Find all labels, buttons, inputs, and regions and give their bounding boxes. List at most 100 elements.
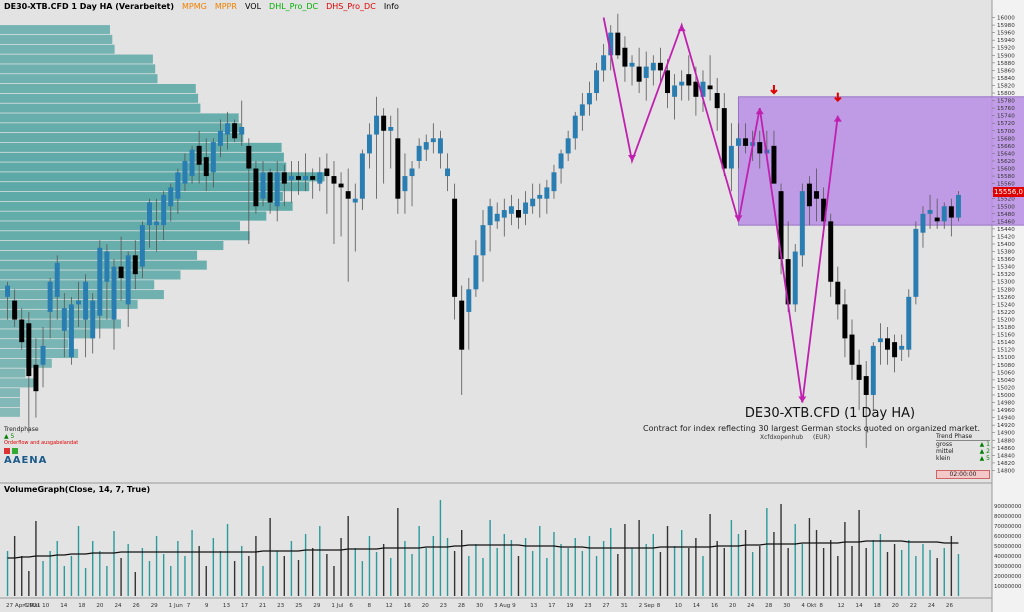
candle-body[interactable]	[920, 213, 926, 233]
candle-body[interactable]	[601, 55, 607, 71]
candle-body[interactable]	[90, 300, 96, 339]
candle-body[interactable]	[501, 210, 507, 218]
candle-body[interactable]	[132, 255, 138, 275]
candle-body[interactable]	[515, 210, 521, 218]
candle-body[interactable]	[877, 338, 883, 343]
candle-body[interactable]	[33, 364, 39, 392]
candle-body[interactable]	[537, 194, 543, 199]
indicator-label-1[interactable]: MPPR	[214, 2, 237, 11]
candle-body[interactable]	[104, 251, 110, 282]
candle-body[interactable]	[856, 364, 862, 380]
candle-body[interactable]	[5, 285, 11, 297]
candle-body[interactable]	[416, 145, 422, 161]
candle-body[interactable]	[594, 70, 600, 94]
candle-body[interactable]	[267, 172, 273, 203]
candle-body[interactable]	[317, 172, 323, 184]
candle-body[interactable]	[118, 266, 124, 278]
candle-body[interactable]	[459, 300, 465, 350]
candle-body[interactable]	[239, 127, 245, 135]
candle-body[interactable]	[374, 115, 380, 135]
candle-body[interactable]	[168, 187, 174, 207]
candle-body[interactable]	[686, 74, 692, 86]
candle-body[interactable]	[799, 191, 805, 256]
candle-body[interactable]	[885, 338, 890, 350]
candle-body[interactable]	[452, 198, 458, 297]
candle-body[interactable]	[615, 32, 621, 56]
indicator-label-4[interactable]: DHS_Pro_DC	[326, 2, 376, 11]
candle-body[interactable]	[941, 206, 947, 222]
candle-body[interactable]	[707, 85, 713, 90]
candle-body[interactable]	[679, 81, 685, 86]
indicator-label-3[interactable]: DHL_Pro_DC	[269, 2, 319, 11]
candle-body[interactable]	[530, 198, 536, 207]
candle-body[interactable]	[12, 300, 18, 320]
candle-body[interactable]	[161, 194, 167, 226]
candle-body[interactable]	[558, 153, 564, 169]
candle-body[interactable]	[778, 191, 784, 260]
candle-body[interactable]	[806, 183, 812, 207]
candle-body[interactable]	[657, 62, 663, 71]
candle-body[interactable]	[175, 172, 181, 199]
candle-body[interactable]	[196, 145, 202, 165]
candle-body[interactable]	[934, 217, 940, 222]
candle-body[interactable]	[225, 123, 231, 135]
red-square-icon[interactable]	[4, 448, 10, 454]
candle-body[interactable]	[40, 345, 46, 365]
candle-body[interactable]	[61, 308, 67, 331]
candle-body[interactable]	[835, 281, 841, 305]
candle-body[interactable]	[203, 157, 209, 177]
candle-body[interactable]	[324, 168, 330, 177]
candle-body[interactable]	[906, 296, 912, 350]
candle-body[interactable]	[296, 176, 301, 180]
candle-body[interactable]	[97, 247, 103, 316]
candle-body[interactable]	[665, 70, 670, 94]
candle-body[interactable]	[310, 176, 316, 180]
candle-body[interactable]	[643, 66, 649, 78]
candle-body[interactable]	[650, 62, 656, 71]
candle-body[interactable]	[572, 115, 578, 139]
candle-body[interactable]	[828, 221, 834, 282]
candle-body[interactable]	[19, 319, 25, 343]
candle-body[interactable]	[47, 281, 53, 312]
candle-body[interactable]	[359, 153, 365, 199]
green-square-icon[interactable]	[12, 448, 18, 454]
candle-body[interactable]	[402, 176, 408, 192]
candle-body[interactable]	[217, 130, 223, 146]
candle-body[interactable]	[586, 93, 592, 105]
candle-body[interactable]	[437, 138, 443, 154]
candle-body[interactable]	[771, 145, 777, 184]
candle-body[interactable]	[743, 138, 749, 146]
candle-body[interactable]	[260, 172, 266, 199]
candle-body[interactable]	[430, 138, 436, 143]
candle-body[interactable]	[955, 194, 961, 218]
candle-body[interactable]	[246, 145, 252, 169]
candle-body[interactable]	[345, 191, 351, 199]
candle-body[interactable]	[68, 304, 74, 358]
resistance-zone[interactable]	[737, 96, 1024, 226]
candle-body[interactable]	[494, 213, 500, 222]
candle-body[interactable]	[154, 221, 160, 226]
candle-body[interactable]	[125, 255, 131, 305]
candle-body[interactable]	[721, 108, 727, 169]
candle-body[interactable]	[672, 85, 678, 97]
candle-body[interactable]	[608, 32, 614, 56]
candle-body[interactable]	[913, 228, 919, 297]
candle-body[interactable]	[622, 47, 628, 67]
candle-body[interactable]	[423, 142, 429, 150]
candle-body[interactable]	[338, 183, 344, 188]
candle-body[interactable]	[445, 168, 451, 177]
candle-body[interactable]	[409, 168, 415, 177]
candle-body[interactable]	[189, 149, 195, 177]
candle-body[interactable]	[842, 304, 848, 339]
candle-body[interactable]	[792, 251, 798, 305]
candle-body[interactable]	[253, 168, 259, 207]
candle-body[interactable]	[466, 289, 472, 312]
candle-body[interactable]	[565, 138, 571, 154]
candle-body[interactable]	[26, 323, 32, 377]
candle-body[interactable]	[636, 66, 642, 82]
symbol-title[interactable]: DE30-XTB.CFD 1 Day HA (Verarbeitet)	[4, 2, 174, 11]
candle-body[interactable]	[899, 345, 905, 350]
candle-body[interactable]	[735, 138, 741, 146]
candle-body[interactable]	[388, 127, 394, 131]
